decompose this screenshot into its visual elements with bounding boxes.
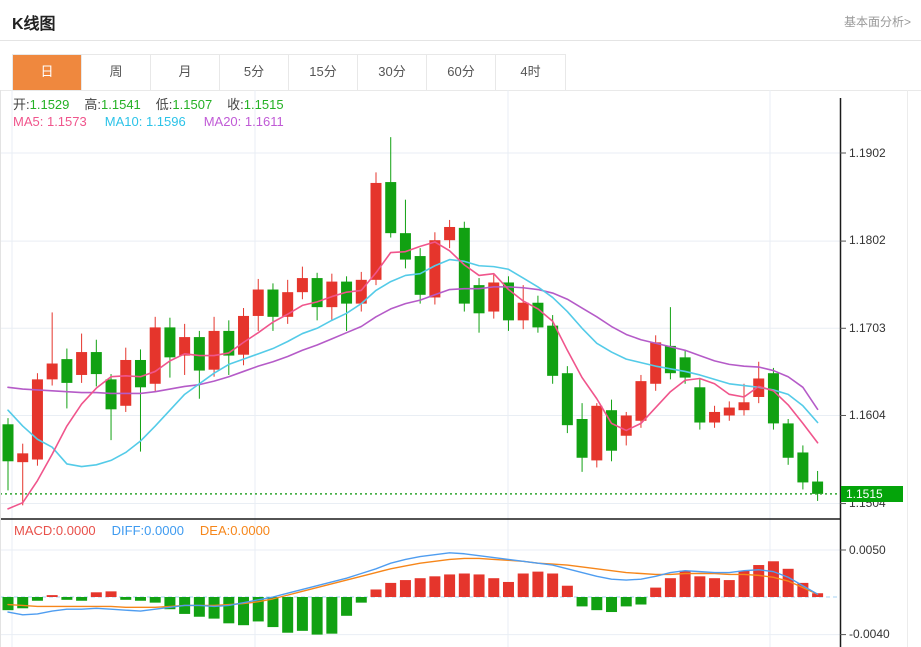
candlestick-chart[interactable] <box>0 90 921 647</box>
ma20-value: 1.1611 <box>244 114 284 129</box>
diff-value: 0.0000 <box>144 523 184 538</box>
ma10-value: 1.1596 <box>145 114 186 129</box>
ma20-label: MA20: <box>203 114 242 129</box>
tab-5min[interactable]: 5分 <box>220 55 289 90</box>
last-price-badge: 1.1515 <box>841 486 903 502</box>
tab-30min[interactable]: 30分 <box>358 55 427 90</box>
timeframe-tabs: 日 周 月 5分 15分 30分 60分 4时 <box>12 54 566 91</box>
macd-label: MACD: <box>14 523 56 538</box>
kline-chart-canvas[interactable] <box>0 90 921 647</box>
open-label: 开: <box>13 97 30 112</box>
tab-60min[interactable]: 60分 <box>427 55 496 90</box>
diff-label: DIFF: <box>111 523 145 538</box>
high-value: 1.1541 <box>101 97 141 112</box>
ma-readout: MA5: 1.1573 MA10: 1.1596 MA20: 1.1611 <box>13 114 284 129</box>
close-value: 1.1515 <box>243 97 284 112</box>
ma5-label: MA5: <box>13 114 44 129</box>
price-tick: 1.1604 <box>849 408 886 422</box>
dea-value: 0.0000 <box>230 523 271 538</box>
tab-weekly[interactable]: 周 <box>82 55 151 90</box>
macd-value: 0.0000 <box>55 523 96 538</box>
macd-tick: 0.0050 <box>849 543 886 557</box>
tab-daily[interactable]: 日 <box>13 55 82 90</box>
ma10-label: MA10: <box>104 114 143 129</box>
tabs-bottom-border <box>0 90 921 91</box>
price-tick: 1.1902 <box>849 146 886 160</box>
macd-tick: -0.0040 <box>849 627 890 641</box>
dea-label: DEA: <box>199 523 231 538</box>
ma5-value: 1.1573 <box>46 114 87 129</box>
tab-monthly[interactable]: 月 <box>151 55 220 90</box>
page-title: K线图 <box>12 16 56 33</box>
low-value: 1.1507 <box>172 97 213 112</box>
tab-4hour[interactable]: 4时 <box>496 55 565 90</box>
low-label: 低: <box>155 97 173 112</box>
tab-15min[interactable]: 15分 <box>289 55 358 90</box>
fundamental-analysis-link[interactable]: 基本面分析> <box>843 15 911 29</box>
price-tick: 1.1703 <box>849 321 886 335</box>
header-divider <box>0 40 921 41</box>
high-label: 高: <box>84 97 102 112</box>
ohlc-readout: 开:1.1529 高:1.1541 低:1.1507 收:1.1515 <box>13 94 284 113</box>
price-tick: 1.1802 <box>849 233 886 247</box>
macd-readout: MACD:0.0000 DIFF:0.0000 DEA:0.0000 <box>14 523 270 538</box>
open-value: 1.1529 <box>29 97 70 112</box>
close-label: 收: <box>227 97 244 112</box>
